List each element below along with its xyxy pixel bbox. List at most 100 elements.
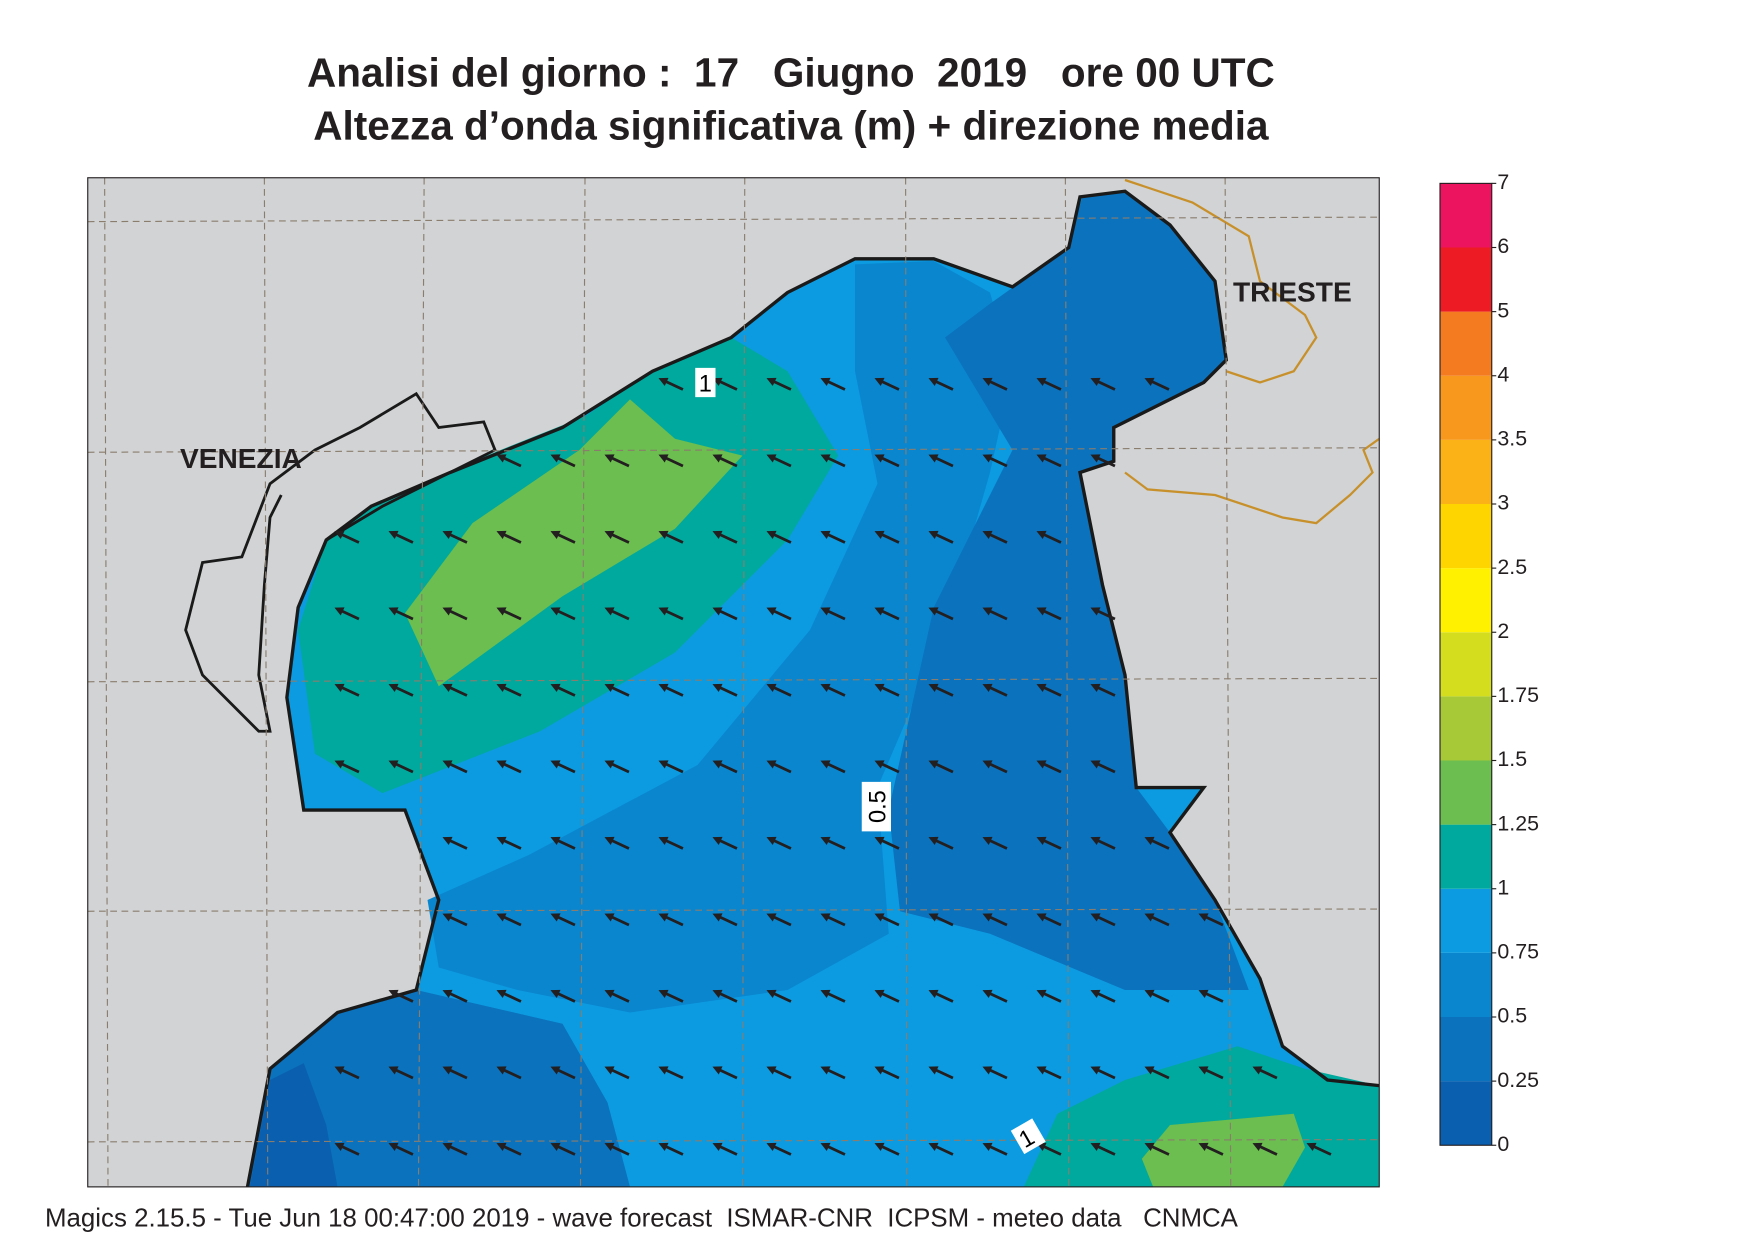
arrow-head xyxy=(388,683,399,692)
arrow xyxy=(1090,1066,1116,1080)
arrow xyxy=(1036,454,1062,468)
arrow-head xyxy=(712,989,723,998)
arrow xyxy=(766,377,792,391)
colorbar-tick-label: 0 xyxy=(1497,1132,1509,1156)
arrow-head xyxy=(982,607,993,616)
arrow xyxy=(982,913,1008,927)
arrow xyxy=(496,836,522,850)
arrow xyxy=(658,913,684,927)
arrow-head xyxy=(1090,683,1101,692)
arrow xyxy=(1090,913,1116,927)
arrow-head xyxy=(1090,454,1101,463)
arrow xyxy=(442,989,468,1003)
colorbar-swatch xyxy=(1440,568,1492,633)
arrow-head xyxy=(982,989,993,998)
arrow-head xyxy=(550,989,561,998)
arrow-head xyxy=(1144,989,1155,998)
arrow xyxy=(388,607,414,621)
arrow-head xyxy=(982,683,993,692)
arrow-head xyxy=(874,836,885,845)
graticule xyxy=(87,177,1380,1187)
colorbar-tick-label: 1.25 xyxy=(1497,811,1539,835)
arrow-head xyxy=(496,683,507,692)
colorbar-tick-label: 4 xyxy=(1497,362,1509,386)
arrow-head xyxy=(712,1142,723,1151)
arrow xyxy=(604,836,630,850)
arrow xyxy=(658,989,684,1003)
arrow-head xyxy=(766,683,777,692)
arrow xyxy=(820,1066,846,1080)
arrow-head xyxy=(1144,1142,1155,1151)
direction-arrows xyxy=(334,377,1332,1156)
arrow xyxy=(1144,377,1170,391)
arrow xyxy=(658,836,684,850)
arrow-head xyxy=(766,760,777,769)
colorbar-swatch xyxy=(1440,504,1492,569)
arrow-head xyxy=(388,1142,399,1151)
arrow-head xyxy=(658,760,669,769)
arrow-head xyxy=(928,607,939,616)
arrow xyxy=(496,454,522,468)
arrow xyxy=(712,454,738,468)
arrow xyxy=(1252,1066,1278,1080)
arrow xyxy=(334,1142,360,1156)
arrow xyxy=(334,683,360,697)
arrow xyxy=(928,607,954,621)
arrow-head xyxy=(1036,377,1047,386)
arrow xyxy=(550,607,576,621)
arrow-head xyxy=(334,1142,345,1151)
arrow xyxy=(928,1066,954,1080)
arrow-head xyxy=(658,454,669,463)
arrow-head xyxy=(550,760,561,769)
arrow-head xyxy=(658,683,669,692)
arrow-head xyxy=(712,683,723,692)
arrow xyxy=(388,530,414,544)
arrow-head xyxy=(766,989,777,998)
arrow xyxy=(712,683,738,697)
arrow-head xyxy=(1036,913,1047,922)
arrow-head xyxy=(550,683,561,692)
arrow-head xyxy=(496,1066,507,1075)
arrow-head xyxy=(820,1142,831,1151)
arrow-head xyxy=(604,1066,615,1075)
arrow xyxy=(1144,1142,1170,1156)
contour-label-box xyxy=(695,367,716,398)
arrow-head xyxy=(1090,989,1101,998)
arrow-head xyxy=(820,989,831,998)
arrow xyxy=(496,1142,522,1156)
colorbar-swatch xyxy=(1440,824,1492,889)
colorbar-tick-label: 7 xyxy=(1497,170,1509,194)
arrow-head xyxy=(604,607,615,616)
arrow xyxy=(658,683,684,697)
arrow xyxy=(334,530,360,544)
arrow xyxy=(442,1142,468,1156)
arrow xyxy=(1036,530,1062,544)
map-frame xyxy=(87,177,1380,1188)
coastline xyxy=(245,189,1380,1187)
arrow-head xyxy=(388,530,399,539)
arrow xyxy=(496,989,522,1003)
colorbar-tick-label: 0.75 xyxy=(1497,940,1539,964)
arrow-head xyxy=(1144,377,1155,386)
arrow xyxy=(1090,989,1116,1003)
arrow xyxy=(874,913,900,927)
arrow xyxy=(982,760,1008,774)
arrow-head xyxy=(982,760,993,769)
arrow-head xyxy=(388,989,399,998)
arrow-head xyxy=(1252,1066,1263,1075)
arrow-head xyxy=(550,1142,561,1151)
arrow xyxy=(820,836,846,850)
arrow-head xyxy=(604,530,615,539)
arrow-head xyxy=(388,760,399,769)
arrow-head xyxy=(928,454,939,463)
arrow-head xyxy=(982,836,993,845)
sea-zone xyxy=(888,191,1249,990)
arrow-head xyxy=(334,1066,345,1075)
arrow xyxy=(1144,913,1170,927)
arrow xyxy=(982,1142,1008,1156)
arrow xyxy=(442,607,468,621)
arrow xyxy=(874,683,900,697)
arrow-head xyxy=(1036,683,1047,692)
arrow xyxy=(334,1066,360,1080)
arrow xyxy=(442,1066,468,1080)
